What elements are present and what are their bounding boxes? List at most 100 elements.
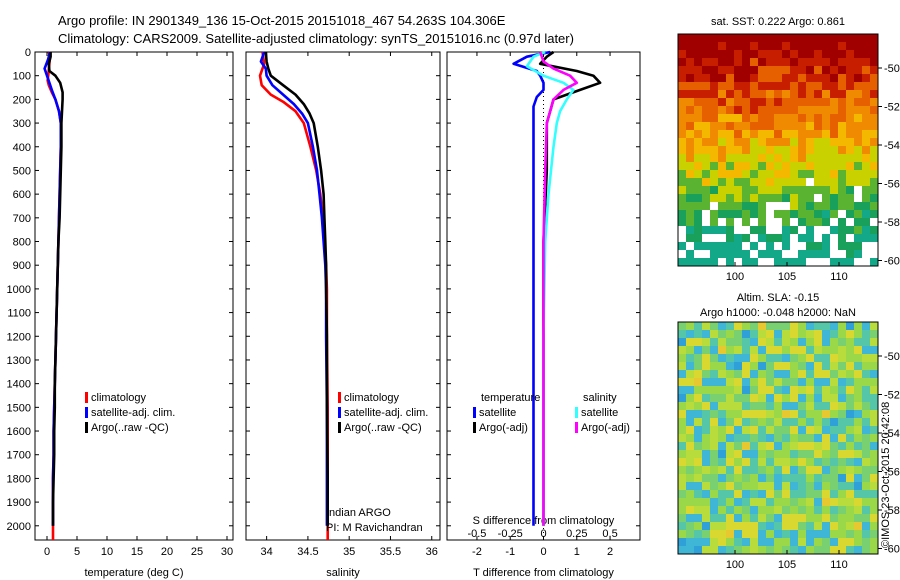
map-cell (750, 106, 758, 114)
map-cell (806, 402, 814, 410)
map-cell (678, 346, 686, 354)
map-cell (774, 170, 782, 178)
map-cell (750, 122, 758, 130)
map-cell (806, 490, 814, 498)
map-cell (678, 34, 686, 42)
map-cell (790, 82, 798, 90)
map-cell (678, 434, 686, 442)
series-line-satellite-adj--clim- (259, 51, 329, 526)
map-cell (766, 218, 774, 226)
map-cell (870, 202, 878, 210)
map-cell (814, 98, 822, 106)
map-cell (718, 34, 726, 42)
map-cell (838, 218, 846, 226)
map-cell (782, 370, 790, 378)
map-cell (830, 170, 838, 178)
map-cell (790, 338, 798, 346)
map-cell (718, 242, 726, 250)
map-cell (734, 490, 742, 498)
map-cell (678, 210, 686, 218)
map-cell (854, 386, 862, 394)
map-cell (702, 242, 710, 250)
map-cell (798, 490, 806, 498)
map-cell (846, 378, 854, 386)
map-cell (814, 514, 822, 522)
map-cell (766, 114, 774, 122)
y-tick-label: 1200 (7, 331, 31, 343)
map-cell (734, 186, 742, 194)
map-cell (702, 386, 710, 394)
map-cell (870, 418, 878, 426)
map-cell (694, 434, 702, 442)
map-cell (854, 58, 862, 66)
map-cell (734, 418, 742, 426)
map-cell (702, 410, 710, 418)
map-cell (766, 522, 774, 530)
sst-map-title: sat. SST: 0.222 Argo: 0.861 (711, 16, 845, 28)
map-cell (742, 506, 750, 514)
map-cell (854, 74, 862, 82)
map-cell (846, 330, 854, 338)
map-cell (750, 234, 758, 242)
map-cell (694, 370, 702, 378)
map-cell (750, 162, 758, 170)
map-cell (758, 114, 766, 122)
map-cell (846, 34, 854, 42)
map-cell (854, 434, 862, 442)
map-cell (702, 210, 710, 218)
map-cell (742, 170, 750, 178)
map-cell (814, 330, 822, 338)
legend-swatch (338, 422, 341, 433)
map-cell (822, 450, 830, 458)
map-cell (710, 162, 718, 170)
map-cell (702, 74, 710, 82)
map-cell (694, 42, 702, 50)
map-cell (838, 418, 846, 426)
map-cell (830, 394, 838, 402)
map-cell (750, 242, 758, 250)
map-cell (694, 90, 702, 98)
map-cell (774, 426, 782, 434)
map-cell (742, 418, 750, 426)
map-cell (790, 234, 798, 242)
map-cell (846, 162, 854, 170)
map-cell (870, 450, 878, 458)
legend-label: satellite-adj. clim. (344, 407, 428, 419)
map-cell (686, 442, 694, 450)
map-cell (718, 370, 726, 378)
map-cell (806, 538, 814, 546)
map-cell (710, 114, 718, 122)
map-cell (710, 250, 718, 258)
map-cell (678, 98, 686, 106)
map-cell (702, 426, 710, 434)
map-cell (702, 114, 710, 122)
map-cell (830, 506, 838, 514)
map-cell (766, 418, 774, 426)
map-cell (766, 58, 774, 66)
map-cell (750, 322, 758, 330)
map-cell (838, 330, 846, 338)
x-tick-label: 34.5 (297, 546, 318, 558)
map-cell (782, 162, 790, 170)
map-cell (830, 154, 838, 162)
map-cell (678, 410, 686, 418)
map-cell (838, 522, 846, 530)
map-cell (734, 250, 742, 258)
map-cell (710, 122, 718, 130)
map-cell (678, 218, 686, 226)
map-cell (726, 258, 734, 266)
map-cell (710, 210, 718, 218)
map-cell (862, 74, 870, 82)
map-cell (854, 330, 862, 338)
x-tick-label: 25 (191, 546, 203, 558)
map-cell (726, 66, 734, 74)
map-cell (694, 58, 702, 66)
map-cell (710, 522, 718, 530)
map-cell (854, 346, 862, 354)
map-cell (846, 498, 854, 506)
map-cell (694, 106, 702, 114)
map-cell (734, 58, 742, 66)
map-cell (806, 90, 814, 98)
map-cell (678, 66, 686, 74)
map-cell (838, 346, 846, 354)
